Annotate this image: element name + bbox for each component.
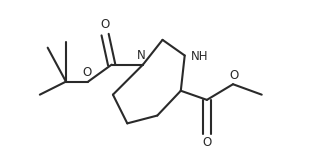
Text: N: N — [137, 49, 146, 62]
Text: O: O — [230, 69, 239, 82]
Text: NH: NH — [191, 50, 209, 63]
Text: O: O — [100, 18, 110, 31]
Text: O: O — [202, 136, 212, 149]
Text: O: O — [82, 66, 91, 79]
